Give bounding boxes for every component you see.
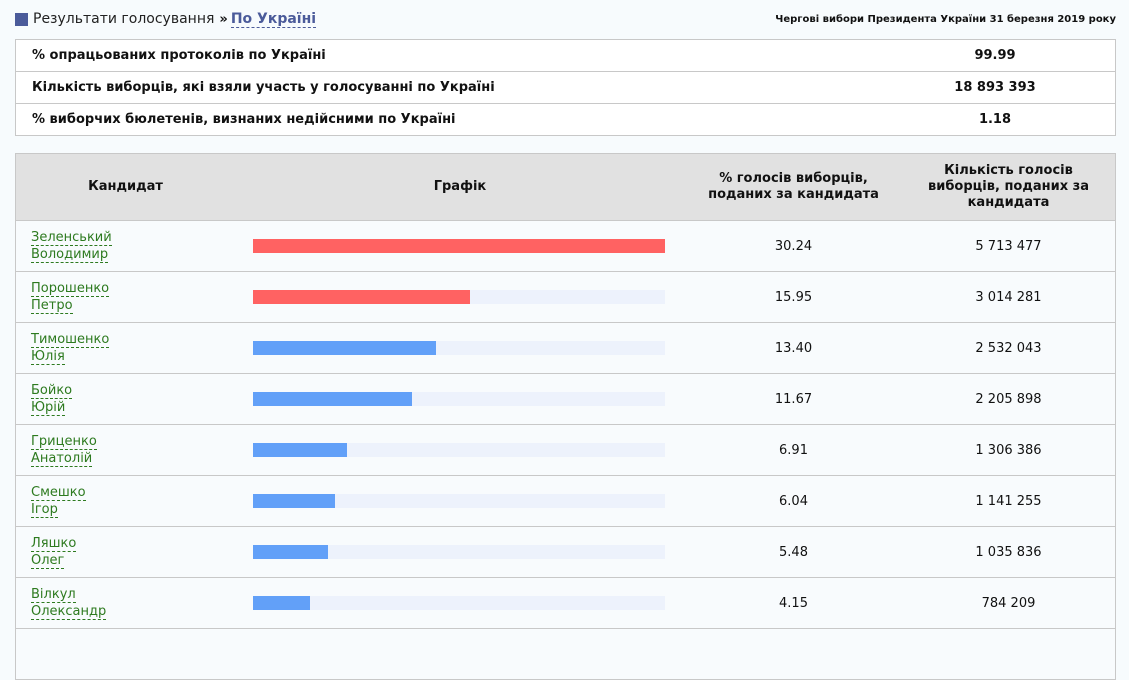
percent-value: 6.04 [685, 475, 902, 527]
candidate-row: Ляшко Олег 5.48 1 035 836 [15, 526, 1116, 578]
header-percent: % голосів виборців, поданих за кандидата [685, 153, 902, 221]
candidate-surname-link[interactable]: Тимошенко [31, 332, 110, 348]
candidate-given-name-link[interactable]: Анатолій [31, 451, 93, 467]
summary-value: 99.99 [875, 39, 1116, 72]
results-header-row: Кандидат Графік % голосів виборців, пода… [15, 153, 1116, 221]
bar-fill [253, 443, 348, 457]
breadcrumb-current-link[interactable]: По Україні [230, 10, 317, 28]
candidate-given-name-link[interactable]: Володимир [31, 247, 109, 263]
votes-value: 2 532 043 [902, 322, 1116, 374]
graph-cell [235, 271, 685, 323]
bar-track [253, 341, 665, 355]
candidate-given-name-link[interactable]: Олег [31, 553, 65, 569]
square-bullet-icon [15, 12, 28, 26]
graph-cell [235, 526, 685, 578]
candidate-cell: Тимошенко Юлія [15, 322, 235, 374]
votes-value: 2 205 898 [902, 373, 1116, 425]
bar-track [253, 545, 665, 559]
summary-label: % виборчих бюлетенів, визнаних недійсним… [32, 112, 456, 127]
candidate-cell: Зеленський Володимир [15, 220, 235, 272]
candidate-row: Бойко Юрій 11.67 2 205 898 [15, 373, 1116, 425]
candidate-surname-link[interactable]: Порошенко [31, 281, 110, 297]
page-header: Результати голосування » По Україні Черг… [15, 8, 1116, 30]
candidate-given-name-link[interactable]: Олександр [31, 604, 107, 620]
votes-value: 1 306 386 [902, 424, 1116, 476]
bar-fill [253, 596, 310, 610]
candidate-given-name-link[interactable]: Петро [31, 298, 73, 314]
breadcrumb-root: Результати голосування [33, 11, 215, 27]
graph-cell [235, 220, 685, 272]
votes-value: 3 014 281 [902, 271, 1116, 323]
candidate-surname-link[interactable]: Смешко [31, 485, 86, 501]
bar-fill [253, 341, 436, 355]
votes-value: 5 713 477 [902, 220, 1116, 272]
candidate-cell: Ляшко Олег [15, 526, 235, 578]
candidate-cell: Бойко Юрій [15, 373, 235, 425]
double-chevron-right-icon: » [219, 11, 228, 27]
graph-cell [235, 373, 685, 425]
graph-cell [235, 475, 685, 527]
summary-value: 1.18 [978, 112, 1012, 127]
graph-cell [235, 322, 685, 374]
votes-value: 1 035 836 [902, 526, 1116, 578]
bar-track [253, 596, 665, 610]
candidate-row: Гриценко Анатолій 6.91 1 306 386 [15, 424, 1116, 476]
percent-value: 4.15 [685, 577, 902, 629]
candidate-surname-link[interactable]: Бойко [31, 383, 73, 399]
graph-cell [235, 424, 685, 476]
percent-value: 13.40 [685, 322, 902, 374]
summary-label: Кількість виборців, які взяли участь у г… [15, 71, 875, 104]
bar-fill [253, 239, 665, 253]
candidate-row-partial [15, 628, 1116, 680]
candidate-surname-link[interactable]: Вілкул [31, 587, 76, 603]
election-title: Чергові вибори Президента України 31 бер… [775, 13, 1116, 25]
percent-value: 11.67 [685, 373, 902, 425]
header-votes: Кількість голосів виборців, поданих за к… [902, 153, 1116, 221]
graph-cell [235, 577, 685, 629]
candidate-row: Вілкул Олександр 4.15 784 209 [15, 577, 1116, 629]
results-table: Кандидат Графік % голосів виборців, пода… [15, 153, 1116, 680]
header-graph: Графік [235, 153, 685, 221]
candidate-row: Тимошенко Юлія 13.40 2 532 043 [15, 322, 1116, 374]
summary-table: % опрацьованих протоколів по Україні 99.… [15, 39, 1116, 136]
candidate-surname-link[interactable]: Зеленський [31, 230, 112, 246]
percent-value: 15.95 [685, 271, 902, 323]
bar-track [253, 494, 665, 508]
header-candidate: Кандидат [15, 153, 235, 221]
candidate-row: Порошенко Петро 15.95 3 014 281 [15, 271, 1116, 323]
candidate-cell: Порошенко Петро [15, 271, 235, 323]
candidate-row: Смешко Ігор 6.04 1 141 255 [15, 475, 1116, 527]
candidate-given-name-link[interactable]: Ігор [31, 502, 58, 518]
votes-value: 1 141 255 [902, 475, 1116, 527]
empty-cell [15, 628, 1116, 680]
summary-label: % опрацьованих протоколів по Україні [15, 39, 875, 72]
summary-row: % виборчих бюлетенів, визнаних недійсним… [16, 104, 1116, 136]
summary-row: % опрацьованих протоколів по Україні 99.… [15, 39, 1116, 72]
bar-fill [253, 545, 328, 559]
candidate-cell: Гриценко Анатолій [15, 424, 235, 476]
candidate-given-name-link[interactable]: Юрій [31, 400, 66, 416]
bar-fill [253, 290, 471, 304]
bar-track [253, 290, 665, 304]
bar-track [253, 239, 665, 253]
candidate-cell: Смешко Ігор [15, 475, 235, 527]
results-body: Зеленський Володимир 30.24 5 713 477 Пор… [15, 220, 1116, 680]
percent-value: 5.48 [685, 526, 902, 578]
candidate-surname-link[interactable]: Гриценко [31, 434, 97, 450]
candidate-cell: Вілкул Олександр [15, 577, 235, 629]
percent-value: 30.24 [685, 220, 902, 272]
summary-row: Кількість виборців, які взяли участь у г… [15, 71, 1116, 104]
candidate-given-name-link[interactable]: Юлія [31, 349, 65, 365]
bar-fill [253, 392, 412, 406]
percent-value: 6.91 [685, 424, 902, 476]
bar-track [253, 443, 665, 457]
votes-value: 784 209 [902, 577, 1116, 629]
candidate-row: Зеленський Володимир 30.24 5 713 477 [15, 220, 1116, 272]
candidate-surname-link[interactable]: Ляшко [31, 536, 77, 552]
summary-value: 18 893 393 [875, 71, 1116, 104]
bar-fill [253, 494, 336, 508]
breadcrumb: Результати голосування » По Україні [15, 10, 317, 28]
bar-track [253, 392, 665, 406]
